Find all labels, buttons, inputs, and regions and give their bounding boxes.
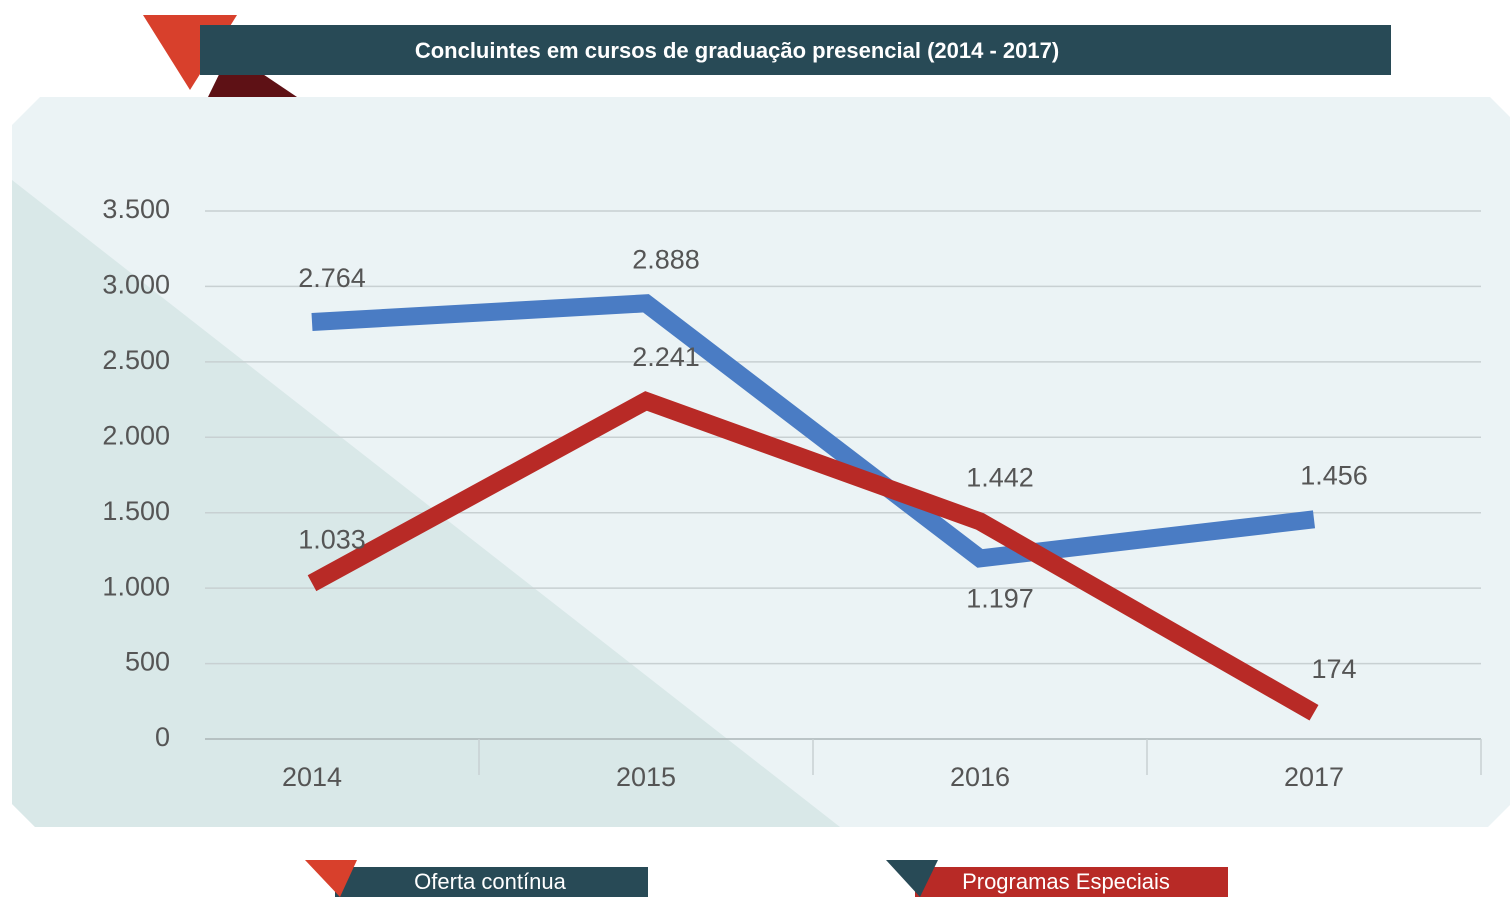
data-label: 174 — [1311, 654, 1356, 684]
legend-box — [915, 867, 1228, 897]
data-label: 1.197 — [966, 584, 1034, 614]
y-tick-label: 0 — [155, 722, 170, 752]
data-label: 2.888 — [632, 244, 700, 274]
y-tick-label: 500 — [125, 647, 170, 677]
decor — [12, 180, 840, 827]
y-tick-label: 3.500 — [102, 194, 170, 224]
series-line — [307, 391, 1319, 721]
y-tick-label: 2.000 — [102, 420, 170, 450]
data-label: 1.442 — [966, 463, 1034, 493]
y-tick-label: 3.000 — [102, 270, 170, 300]
x-tick-label: 2015 — [616, 762, 676, 792]
data-label: 1.456 — [1300, 460, 1368, 490]
title-banner — [200, 25, 1391, 75]
y-tick-label: 2.500 — [102, 345, 170, 375]
y-tick-label: 1.000 — [102, 571, 170, 601]
legend-label: Programas Especiais — [962, 869, 1170, 894]
chart-title: Concluintes em cursos de graduação prese… — [415, 38, 1059, 63]
data-label: 2.241 — [632, 342, 700, 372]
decor — [305, 860, 357, 897]
legend-label: Oferta contínua — [414, 869, 566, 894]
x-tick-label: 2017 — [1284, 762, 1344, 792]
x-tick-label: 2016 — [950, 762, 1010, 792]
x-tick-label: 2014 — [282, 762, 342, 792]
data-label: 1.033 — [298, 524, 366, 554]
legend-box — [335, 867, 648, 897]
data-label: 2.764 — [298, 263, 366, 293]
legend: Oferta contínua Programas Especiais — [305, 860, 1228, 897]
series-line — [311, 294, 1316, 568]
decor — [886, 860, 938, 897]
y-tick-label: 1.500 — [102, 496, 170, 526]
